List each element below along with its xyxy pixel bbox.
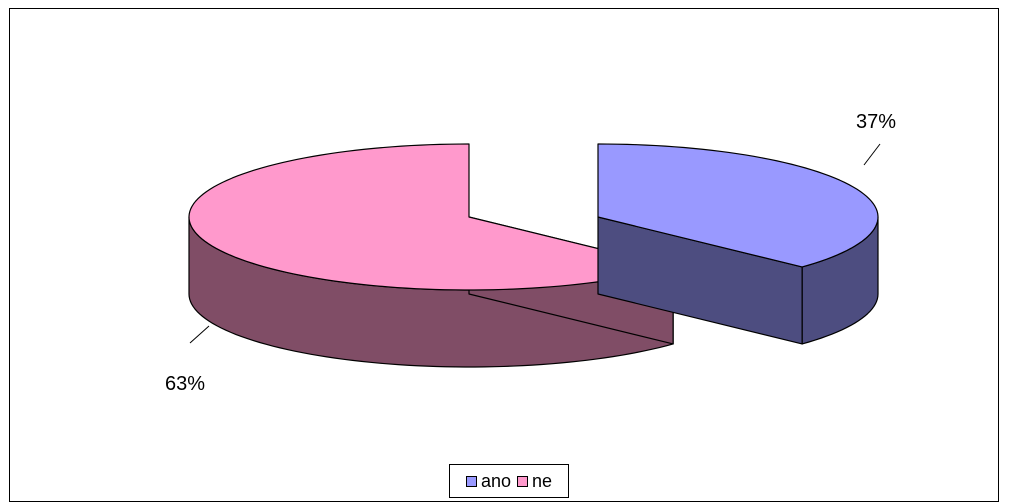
legend-item-ano: ano [465, 470, 511, 492]
legend-item-ne: ne [517, 471, 552, 492]
slice-top-ano [597, 143, 879, 268]
slice-top-ne [188, 143, 674, 291]
legend: ano ne [449, 464, 569, 498]
leader-line-ano [863, 143, 881, 166]
legend-label-ne: ne [532, 470, 553, 491]
legend-swatch-ne [517, 475, 528, 487]
percent-label-ne: 63% [165, 373, 205, 395]
data-label-ne: 63% [165, 325, 210, 395]
data-labels: 37% 63% [165, 111, 896, 395]
pie-slice-ne [188, 143, 674, 368]
data-label-ano: 37% [856, 111, 896, 166]
percent-label-ano: 37% [856, 111, 896, 133]
leader-line-ne [189, 325, 210, 344]
pie-slices [188, 143, 879, 368]
pie-slice-ano [597, 143, 879, 345]
legend-swatch-ano [465, 475, 477, 487]
legend-label-ano: ano [480, 470, 511, 491]
